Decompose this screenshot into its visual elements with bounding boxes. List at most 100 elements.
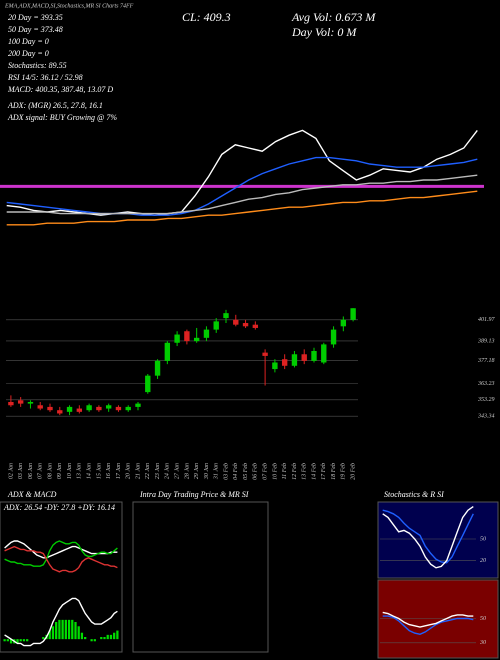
histogram-bar [106,634,109,640]
day-vol: Day Vol: 0 M [291,25,357,39]
candle-body [96,406,102,411]
x-tick-label: 17 Feb [321,463,327,480]
panel-title: Stochastics & R SI [384,490,444,499]
x-tick-label: 03 Jan [18,463,24,479]
y-tick-label: 377.18 [477,358,495,364]
line-series [6,156,478,216]
x-tick-label: 10 Jan [67,463,73,479]
candle-body [233,319,239,325]
candle-body [242,323,249,327]
candle-body [184,331,190,342]
histogram-bar [51,626,55,640]
candle-body [262,352,268,356]
y-tick-label: 389.13 [477,338,495,344]
candle-body [301,354,307,361]
x-tick-label: 16 Jan [106,463,112,479]
x-tick-label: 08 Jan [47,463,53,479]
x-tick-label: 09 Jan [57,463,63,479]
histogram-bar [116,630,119,640]
candle-body [115,406,122,411]
x-tick-label: 06 Jan [28,463,34,479]
histogram-bar [48,630,51,640]
x-tick-label: 31 Jan [214,463,220,480]
x-tick-label: 03 Feb [223,463,229,480]
candle-body [37,405,43,409]
x-tick-label: 10 Feb [272,463,278,480]
histogram-bar [80,632,84,640]
x-tick-label: 21 Jan [135,463,141,479]
histogram-bar [109,634,113,640]
y-tick-label: 50 [480,616,486,622]
y-tick-label: 50 [480,536,486,542]
histogram-bar [3,639,6,642]
histogram-bar [71,619,74,640]
candle-body [203,329,210,338]
candle-body [86,405,92,411]
histogram-bar [93,639,96,642]
x-tick-label: 22 Jan [145,463,151,479]
x-tick-label: 02 Jan [8,463,14,479]
candle-body [330,329,337,345]
histogram-bar [16,639,19,644]
x-tick-label: 18 Feb [331,463,337,480]
ema20: 20 Day = 393.35 [8,13,63,22]
line-series [382,506,474,569]
candle-body [57,410,63,414]
candle-body [350,308,356,320]
candle-body [174,334,180,343]
line-series [382,611,474,628]
x-tick-label: 17 Jan [116,463,122,479]
candle-body [223,313,229,319]
adx-values: ADX: 26.54 -DY: 27.8 +DY: 16.14 [3,503,115,512]
candle-body [311,350,317,361]
panel-title: ADX & MACD [7,490,57,499]
candle-body [145,375,151,393]
candle-body [291,354,298,366]
candle-body [17,400,24,404]
title-strip: EMA,ADX,MACD,SI,Stochastics,MR SI Charts… [4,2,134,9]
ema200: 200 Day = 0 [8,49,49,58]
candle-body [76,408,83,412]
x-tick-label: 13 Jan [77,463,83,479]
close: CL: 409.3 [182,10,231,24]
y-tick-label: 401.97 [478,316,496,323]
avg-vol: Avg Vol: 0.673 M [291,10,376,24]
candle-body [213,321,219,330]
stochastics: Stochastics: 89.55 [8,61,67,70]
line-series [4,545,118,573]
x-tick-label: 07 Feb [262,463,268,480]
candle-body [105,405,112,409]
x-tick-label: 23 Jan [155,463,161,479]
y-tick-label: 353.29 [477,397,495,403]
histogram-bar [9,639,13,644]
x-tick-label: 29 Jan [194,463,200,479]
x-tick-label: 11 Feb [282,463,288,479]
histogram-bar [77,626,80,640]
histogram-bar [90,639,93,642]
candle-body [47,406,53,411]
adx-frame [0,501,123,653]
candle-body [135,403,141,407]
x-tick-label: 06 Feb [253,463,259,480]
histogram-bar [74,622,77,640]
y-tick-label: 20 [480,558,486,564]
candle-body [8,401,14,406]
panel-title: Intra Day Trading Price & MR SI [139,490,249,499]
rsi: RSI 14/5: 36.12 / 52.98 [7,73,83,82]
x-tick-label: 13 Feb [302,463,308,480]
histogram-bar [22,639,26,642]
histogram-bar [6,639,9,642]
histogram-bar [55,622,58,640]
rsi-panel [377,579,499,659]
intraday-frame [132,501,269,653]
ema100: 100 Day = 0 [8,37,49,46]
candle-body [125,406,131,411]
line-series [382,615,474,636]
histogram-bar [61,619,64,640]
histogram-bar [67,619,71,640]
candle-body [340,319,347,327]
histogram-bar [100,637,103,640]
candle-body [193,337,200,342]
